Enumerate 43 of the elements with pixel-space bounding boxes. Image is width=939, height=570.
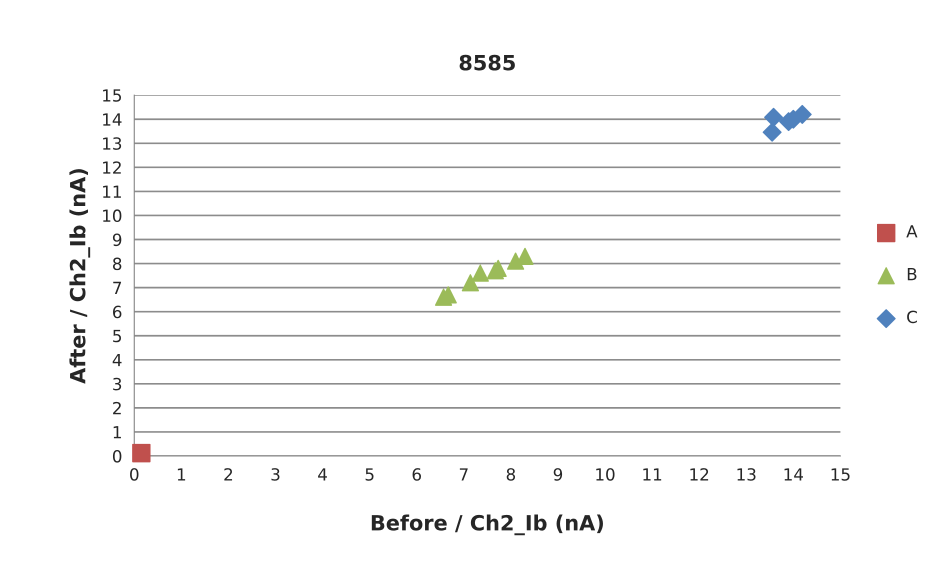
y-tick-label: 0 (112, 450, 122, 463)
x-tick-label: 0 (130, 468, 138, 481)
y-tick-label: 12 (103, 161, 121, 174)
x-tick-label: 11 (643, 468, 662, 480)
x-axis-title: Before / Ch2_Ib (nA) (372, 514, 603, 536)
y-tick-label: 13 (103, 137, 122, 150)
y-tick-label: 6 (113, 306, 122, 318)
x-tick-label: 14 (784, 468, 803, 480)
x-tick-label: 7 (460, 468, 468, 480)
y-tick-label: 15 (103, 89, 122, 102)
x-tick-label: 12 (690, 468, 708, 480)
legend-label: C (907, 310, 917, 324)
y-tick-label: 7 (113, 282, 122, 294)
point (764, 108, 784, 127)
legend-label: B (908, 268, 916, 280)
x-tick-label: 6 (412, 468, 421, 481)
y-tick-label: 11 (103, 186, 121, 198)
x-tick-label: 5 (366, 468, 374, 481)
point (462, 274, 480, 292)
y-tick-label: 8 (112, 258, 122, 270)
y-tick-label: 2 (113, 402, 121, 414)
y-tick-label: 14 (103, 113, 122, 126)
y-tick-label: 3 (113, 378, 122, 390)
legend-label: A (906, 225, 918, 238)
point (472, 264, 489, 282)
point (132, 444, 151, 462)
x-tick-label: 3 (271, 468, 280, 481)
x-tick-label: 13 (737, 468, 756, 481)
x-tick-label: 8 (506, 468, 516, 481)
x-tick-label: 2 (224, 468, 232, 480)
y-axis-title: After / Ch2_Ib (nA) (69, 169, 90, 384)
x-tick-label: 4 (318, 468, 327, 480)
y-tick-label: 1 (114, 426, 121, 438)
x-tick-label: 10 (596, 468, 615, 481)
y-tick-label: 10 (103, 209, 122, 222)
y-tick-label: 5 (113, 330, 122, 342)
x-tick-label: 1 (178, 468, 186, 480)
x-tick-label: 9 (554, 468, 562, 481)
x-tick-label: 15 (832, 468, 850, 481)
y-tick-label: 9 (112, 233, 122, 246)
chart-title: 8585 (460, 54, 515, 70)
point (762, 122, 782, 142)
y-tick-label: 4 (112, 354, 122, 366)
